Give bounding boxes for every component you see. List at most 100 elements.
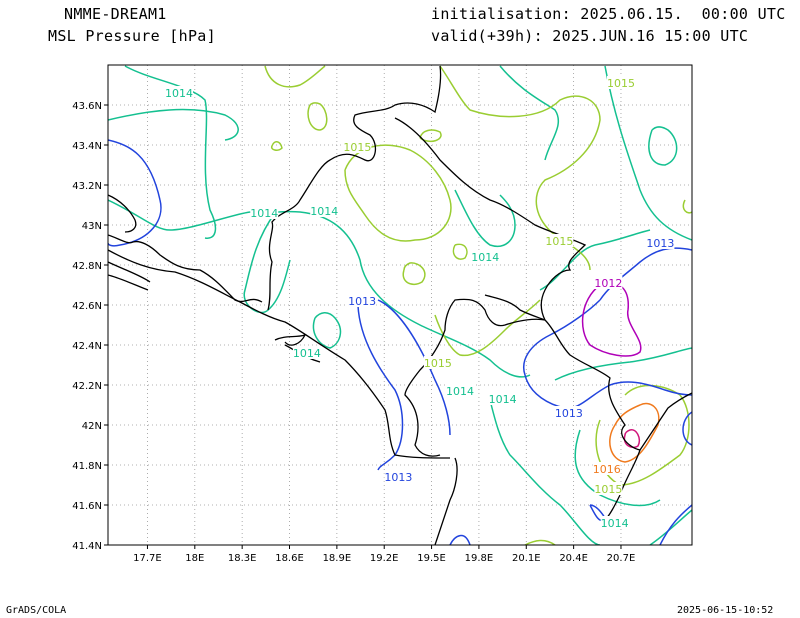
coastline <box>108 234 263 303</box>
contour-label-bg <box>471 250 500 263</box>
isobar-1014 <box>648 126 678 166</box>
y-tick-label: 42.6N <box>72 301 102 312</box>
isobar-1016 <box>609 402 660 463</box>
isobar-1013 <box>659 504 692 545</box>
y-tick-label: 41.6N <box>72 501 102 512</box>
coastline <box>274 333 307 346</box>
x-tick-label: 17.7E <box>133 553 162 564</box>
axis-ticks: 17.7E 18E 18.3E 18.6E 18.9E 19.2E 19.5E 19.8E 20… <box>72 101 635 564</box>
contour-label-bg <box>384 470 413 483</box>
footer-left: GrADS/COLA <box>6 605 67 616</box>
model-title: NMME-DREAM1 <box>64 5 167 23</box>
isobar-1013 <box>357 305 404 471</box>
contour-label-bg <box>445 384 474 397</box>
isobar-1015 <box>439 65 601 271</box>
valid-time: valid(+39h): 2025.JUN.16 15:00 UTC <box>431 27 749 45</box>
contour-label-bg <box>343 140 372 153</box>
x-tick-label: 19.8E <box>465 553 494 564</box>
coastline <box>108 274 149 291</box>
isobar-1014 <box>249 210 531 378</box>
x-tick-label: 19.5E <box>417 553 446 564</box>
contour-label-bg <box>594 276 623 289</box>
init-time: initialisation: 2025.06.15. 00:00 UTC <box>431 5 786 23</box>
coastline <box>108 249 451 459</box>
contour-label-bg <box>600 516 629 529</box>
isobar-1013 <box>564 381 692 409</box>
isobar-1015 <box>524 539 556 545</box>
x-tick-label: 18.3E <box>228 553 257 564</box>
isobar-1015 <box>402 262 426 286</box>
contour-label-1013: 1013 <box>384 471 412 484</box>
coastline <box>108 261 151 283</box>
y-tick-label: 43.6N <box>72 101 102 112</box>
contour-label-1016: 1016 <box>593 463 621 476</box>
contour-label-1015: 1015 <box>343 141 371 154</box>
y-tick-label: 43.4N <box>72 141 102 152</box>
contour-label-1012: 1012 <box>594 277 622 290</box>
contour-label-bg <box>165 86 194 99</box>
contour-label-bg <box>646 236 675 249</box>
isobar-1015 <box>452 243 468 260</box>
isobar-1014 <box>499 65 560 161</box>
contour-label-1014: 1014 <box>293 347 321 360</box>
isobar-1014 <box>649 509 692 545</box>
isobar-1017 <box>623 429 641 449</box>
isobar-1015 <box>264 65 326 88</box>
isobar-contours <box>108 65 692 545</box>
isobar-1013 <box>682 411 692 446</box>
contour-labels: 1014 1015 1015 1014 1014 1015 1013 1014 1012 1013… <box>165 76 675 530</box>
x-tick-label: 20.7E <box>607 553 636 564</box>
border <box>108 194 137 233</box>
contour-label-1015: 1015 <box>424 357 452 370</box>
border <box>267 65 442 311</box>
isobar-1012 <box>581 282 642 357</box>
contour-label-1014: 1014 <box>489 393 517 406</box>
isobar-1013 <box>523 299 601 409</box>
grid-lines <box>108 65 692 545</box>
x-tick-label: 20.1E <box>512 553 541 564</box>
contour-label-1014: 1014 <box>165 87 193 100</box>
contour-label-bg <box>423 356 452 369</box>
y-tick-label: 42.8N <box>72 261 102 272</box>
border <box>404 298 546 457</box>
isobar-1013 <box>377 299 451 436</box>
x-tick-label: 20.4E <box>559 553 588 564</box>
isobar-1014 <box>454 189 516 247</box>
footer-right: 2025-06-15-10:52 <box>677 605 774 616</box>
coastline-borders <box>108 65 692 545</box>
contour-label-bg <box>594 482 623 495</box>
contour-label-1013: 1013 <box>348 295 376 308</box>
isobar-1015 <box>270 141 283 151</box>
contour-label-bg <box>488 392 517 405</box>
contour-label-bg <box>292 346 321 359</box>
contour-label-1014: 1014 <box>310 205 338 218</box>
x-tick-label: 19.2E <box>370 553 399 564</box>
border <box>434 457 458 545</box>
isobar-1014 <box>312 312 342 349</box>
isobar-1014 <box>554 347 692 381</box>
contour-label-1015: 1015 <box>607 77 635 90</box>
contour-label-1014: 1014 <box>471 251 499 264</box>
contour-label-1014: 1014 <box>250 207 278 220</box>
contour-label-1013: 1013 <box>646 237 674 250</box>
isobar-1014 <box>124 65 217 239</box>
isobar-1013 <box>108 139 162 247</box>
border <box>394 117 587 321</box>
isobar-1015 <box>434 299 541 357</box>
contour-label-bg <box>310 204 339 217</box>
contour-label-bg <box>250 206 279 219</box>
field-title: MSL Pressure [hPa] <box>48 27 216 45</box>
contour-label-1014: 1014 <box>446 385 474 398</box>
isobar-1013 <box>449 534 471 545</box>
y-tick-label: 42N <box>82 421 102 432</box>
contour-label-bg <box>545 234 574 247</box>
contour-label-bg <box>592 462 621 475</box>
isobar-1015 <box>344 144 452 242</box>
y-tick-label: 43.2N <box>72 181 102 192</box>
contour-label-1014: 1014 <box>601 517 629 530</box>
y-tick-label: 41.8N <box>72 461 102 472</box>
x-tick-label: 18.6E <box>275 553 304 564</box>
y-tick-label: 43N <box>82 221 102 232</box>
contour-label-bg <box>348 294 377 307</box>
